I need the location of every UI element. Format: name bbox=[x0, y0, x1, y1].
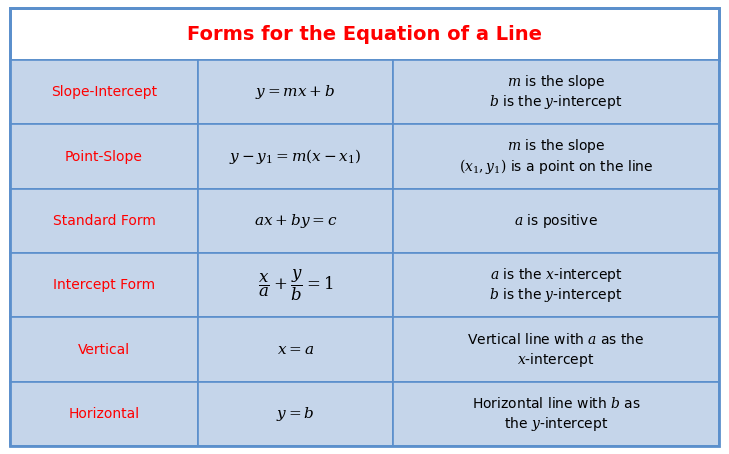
Bar bbox=[10, 124, 198, 189]
Bar bbox=[198, 124, 393, 189]
Bar bbox=[10, 382, 198, 446]
Text: $m$ is the slope: $m$ is the slope bbox=[507, 137, 605, 155]
Text: $ax+by = c$: $ax+by = c$ bbox=[254, 212, 337, 230]
Bar bbox=[10, 253, 198, 317]
Bar bbox=[198, 189, 393, 253]
Bar bbox=[198, 317, 393, 382]
Bar bbox=[393, 189, 719, 253]
Bar bbox=[10, 317, 198, 382]
Text: Horizontal: Horizontal bbox=[69, 407, 139, 421]
Text: the $y$-intercept: the $y$-intercept bbox=[504, 415, 608, 433]
Bar bbox=[393, 382, 719, 446]
Text: $y = mx+b$: $y = mx+b$ bbox=[255, 83, 335, 101]
Bar bbox=[393, 60, 719, 124]
Bar bbox=[198, 60, 393, 124]
Text: $\dfrac{x}{a}+\dfrac{y}{b}=1$: $\dfrac{x}{a}+\dfrac{y}{b}=1$ bbox=[257, 267, 333, 303]
Bar bbox=[393, 253, 719, 317]
Text: $(x_1, y_1)$ is a point on the line: $(x_1, y_1)$ is a point on the line bbox=[459, 157, 653, 176]
Text: Forms for the Equation of a Line: Forms for the Equation of a Line bbox=[187, 25, 542, 44]
Text: $b$ is the $y$-intercept: $b$ is the $y$-intercept bbox=[489, 94, 623, 112]
Bar bbox=[393, 317, 719, 382]
Bar bbox=[10, 8, 719, 60]
Text: Vertical: Vertical bbox=[78, 342, 130, 356]
Bar bbox=[393, 124, 719, 189]
Text: Point-Slope: Point-Slope bbox=[65, 149, 143, 163]
Text: $a$ is positive: $a$ is positive bbox=[514, 212, 598, 230]
Text: $y-y_1 = m(x-x_1)$: $y-y_1 = m(x-x_1)$ bbox=[229, 147, 362, 166]
Text: Slope-Intercept: Slope-Intercept bbox=[51, 85, 157, 99]
Text: $x = a$: $x = a$ bbox=[277, 342, 314, 357]
Text: Standard Form: Standard Form bbox=[52, 214, 155, 228]
Text: Horizontal line with $b$ as: Horizontal line with $b$ as bbox=[472, 396, 640, 411]
Text: $a$ is the $x$-intercept: $a$ is the $x$-intercept bbox=[490, 266, 623, 284]
Text: $b$ is the $y$-intercept: $b$ is the $y$-intercept bbox=[489, 286, 623, 305]
Bar bbox=[198, 382, 393, 446]
Text: $m$ is the slope: $m$ is the slope bbox=[507, 73, 605, 91]
Text: $y = b$: $y = b$ bbox=[276, 405, 315, 423]
Bar bbox=[10, 189, 198, 253]
Text: Intercept Form: Intercept Form bbox=[53, 278, 155, 292]
Bar bbox=[10, 60, 198, 124]
Text: $x$-intercept: $x$-intercept bbox=[518, 351, 595, 369]
Text: Vertical line with $a$ as the: Vertical line with $a$ as the bbox=[467, 332, 644, 347]
Bar bbox=[198, 253, 393, 317]
